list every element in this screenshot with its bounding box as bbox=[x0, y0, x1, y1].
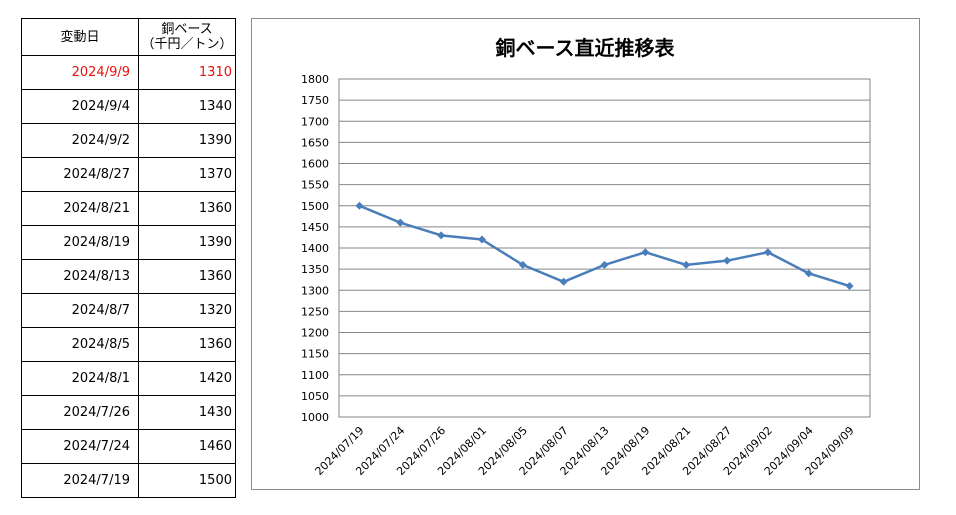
data-point bbox=[641, 248, 650, 257]
header-price-line1: 銅ベース bbox=[161, 22, 213, 37]
row-price: 1460 bbox=[138, 429, 236, 464]
data-point bbox=[600, 260, 609, 269]
data-point bbox=[559, 277, 568, 286]
row-date: 2024/8/1 bbox=[21, 361, 139, 396]
y-tick-label: 1800 bbox=[301, 73, 329, 86]
data-point bbox=[477, 235, 486, 244]
y-tick-label: 1750 bbox=[301, 94, 329, 107]
data-point bbox=[355, 201, 364, 210]
y-tick-label: 1400 bbox=[301, 242, 329, 255]
table-row: 2024/7/26 1430 bbox=[21, 395, 236, 430]
y-tick-label: 1050 bbox=[301, 390, 329, 403]
table-row: 2024/8/27 1370 bbox=[21, 157, 236, 192]
row-date: 2024/9/2 bbox=[21, 123, 139, 158]
x-axis-ticks: 2024/07/192024/07/242024/07/262024/08/01… bbox=[313, 424, 857, 478]
table-body: 2024/9/9 1310 2024/9/4 1340 2024/9/2 1390 2024… bbox=[21, 55, 236, 498]
y-tick-label: 1300 bbox=[301, 284, 329, 297]
row-date: 2024/8/13 bbox=[21, 259, 139, 294]
y-tick-label: 1550 bbox=[301, 179, 329, 192]
table-row: 2024/7/19 1500 bbox=[21, 463, 236, 498]
header-date: 変動日 bbox=[21, 18, 139, 56]
y-tick-label: 1650 bbox=[301, 136, 329, 149]
row-price: 1360 bbox=[138, 327, 236, 362]
row-date: 2024/8/21 bbox=[21, 191, 139, 226]
table-row: 2024/8/19 1390 bbox=[21, 225, 236, 260]
data-point bbox=[845, 282, 854, 291]
row-price: 1500 bbox=[138, 463, 236, 498]
row-price: 1360 bbox=[138, 191, 236, 226]
y-tick-label: 1100 bbox=[301, 369, 329, 382]
grid-lines bbox=[338, 78, 871, 418]
row-price: 1360 bbox=[138, 259, 236, 294]
series-layer bbox=[355, 201, 854, 291]
table-row: 2024/8/1 1420 bbox=[21, 361, 236, 396]
data-point bbox=[396, 218, 405, 227]
y-tick-label: 1600 bbox=[301, 158, 329, 171]
row-date: 2024/8/5 bbox=[21, 327, 139, 362]
data-point bbox=[682, 260, 691, 269]
row-date: 2024/8/7 bbox=[21, 293, 139, 328]
row-price: 1340 bbox=[138, 89, 236, 124]
row-price: 1320 bbox=[138, 293, 236, 328]
row-date: 2024/7/26 bbox=[21, 395, 139, 430]
data-point bbox=[518, 260, 527, 269]
chart-title: 銅ベース直近推移表 bbox=[496, 36, 676, 60]
row-price: 1310 bbox=[138, 55, 236, 90]
row-price: 1390 bbox=[138, 123, 236, 158]
row-date: 2024/9/9 bbox=[21, 55, 139, 90]
y-tick-label: 1200 bbox=[301, 327, 329, 340]
table-row: 2024/7/24 1460 bbox=[21, 429, 236, 464]
series-line bbox=[358, 204, 850, 288]
table-row: 2024/8/13 1360 bbox=[21, 259, 236, 294]
table-row: 2024/9/2 1390 bbox=[21, 123, 236, 158]
data-point bbox=[804, 269, 813, 278]
y-axis-ticks: 1000 1050 1100 1150 1200 1250 1300 1350 1400 1450… bbox=[301, 73, 329, 424]
y-tick-label: 1150 bbox=[301, 348, 329, 361]
header-price-line2: （千円／トン） bbox=[141, 37, 233, 52]
chart-area: 銅ベース直近推移表 1000 1050 1100 1150 1200 1250 1300 13… bbox=[251, 18, 920, 490]
row-price: 1420 bbox=[138, 361, 236, 396]
plot-border bbox=[338, 78, 871, 418]
row-price: 1390 bbox=[138, 225, 236, 260]
header-price: 銅ベース （千円／トン） bbox=[138, 18, 236, 56]
y-tick-label: 1500 bbox=[301, 200, 329, 213]
table-row: 2024/8/7 1320 bbox=[21, 293, 236, 328]
row-price: 1370 bbox=[138, 157, 236, 192]
table-row: 2024/9/4 1340 bbox=[21, 89, 236, 124]
y-tick-label: 1250 bbox=[301, 305, 329, 318]
line-chart: 銅ベース直近推移表 1000 1050 1100 1150 1200 1250 1300 13… bbox=[301, 36, 871, 478]
data-point bbox=[723, 256, 732, 265]
row-date: 2024/8/27 bbox=[21, 157, 139, 192]
row-date: 2024/8/19 bbox=[21, 225, 139, 260]
row-price: 1430 bbox=[138, 395, 236, 430]
row-date: 2024/9/4 bbox=[21, 89, 139, 124]
row-date: 2024/7/24 bbox=[21, 429, 139, 464]
table-row: 2024/8/5 1360 bbox=[21, 327, 236, 362]
price-table: 変動日 銅ベース （千円／トン） 2024/9/9 1310 2024/9/4 134… bbox=[21, 18, 236, 498]
row-date: 2024/7/19 bbox=[21, 463, 139, 498]
y-tick-label: 1000 bbox=[301, 411, 329, 424]
y-tick-label: 1350 bbox=[301, 263, 329, 276]
table-row: 2024/8/21 1360 bbox=[21, 191, 236, 226]
table-header-row: 変動日 銅ベース （千円／トン） bbox=[21, 18, 236, 56]
data-point bbox=[437, 231, 446, 240]
data-point bbox=[763, 248, 772, 257]
y-tick-label: 1450 bbox=[301, 221, 329, 234]
y-tick-label: 1700 bbox=[301, 115, 329, 128]
table-row: 2024/9/9 1310 bbox=[21, 55, 236, 90]
